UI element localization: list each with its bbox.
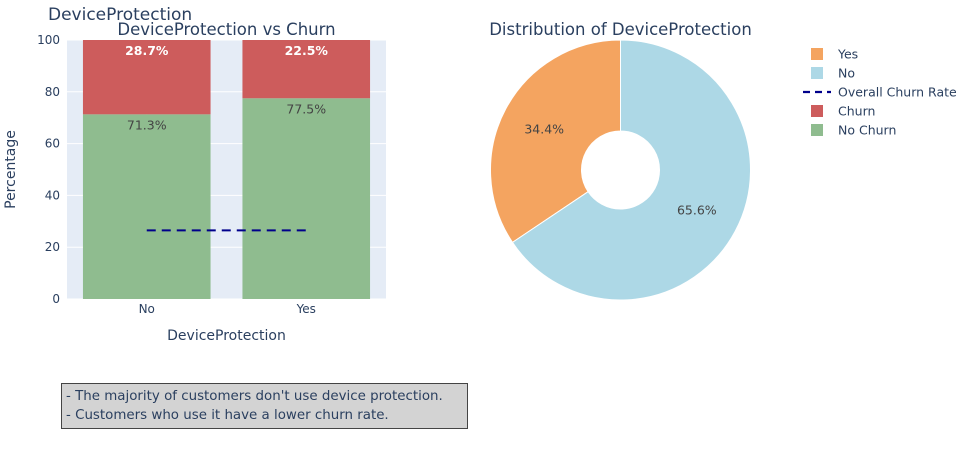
legend-item: No [811,66,855,81]
x-tick-label: No [139,302,155,316]
y-tick-label: 40 [45,188,60,202]
x-axis-title: DeviceProtection [167,328,286,344]
y-tick-label: 20 [45,240,60,254]
bar-churn [242,40,371,99]
y-tick-label: 0 [52,292,60,306]
pie-chart: 34.4% 65.6% Distribution of DeviceProtecti… [489,20,752,301]
legend-item: Yes [811,47,858,62]
figure-title: DeviceProtection [48,5,192,25]
note-line: - Customers who use it have a lower chur… [66,407,389,423]
legend-swatch [811,67,823,79]
bar-value-label: 22.5% [285,43,329,58]
pie-slice-yes [490,39,621,244]
legend-label: Overall Churn Rate [838,85,957,100]
x-tick-label: Yes [296,302,316,316]
bar-no-churn [82,114,211,299]
pie-chart-title: Distribution of DeviceProtection [489,20,752,39]
legend-swatch [811,48,823,60]
pie-slice-no [511,39,751,301]
bar-chart: 0 20 40 60 80 100 71.3% 28.7% No 77.5% 22.5% Yes Dev… [3,20,386,344]
bar-no-churn [242,98,371,300]
legend: Yes No Overall Churn Rate Churn No Churn [803,47,957,138]
legend-item: Churn [811,104,875,119]
legend-label: No Churn [838,123,896,138]
bar-chart-title: DeviceProtection vs Churn [117,20,335,39]
pie-value-label: 65.6% [677,203,717,218]
legend-item: No Churn [811,123,896,138]
y-axis-title: Percentage [3,130,19,209]
bar-churn [82,40,211,115]
y-tick-label: 80 [45,85,60,99]
legend-swatch [811,124,823,136]
y-tick-label: 100 [37,33,60,47]
insight-note: - The majority of customers don't use de… [61,383,468,429]
y-tick-label: 60 [45,137,60,151]
pie-value-label: 34.4% [524,121,564,136]
legend-label: Churn [838,104,875,119]
bar-value-label: 28.7% [125,43,169,58]
legend-label: No [838,66,855,81]
bar-value-label: 77.5% [286,101,326,116]
legend-swatch [811,105,823,117]
legend-label: Yes [837,47,858,62]
bar-value-label: 71.3% [127,117,167,132]
note-line: - The majority of customers don't use de… [66,389,443,404]
legend-item: Overall Churn Rate [803,85,957,100]
